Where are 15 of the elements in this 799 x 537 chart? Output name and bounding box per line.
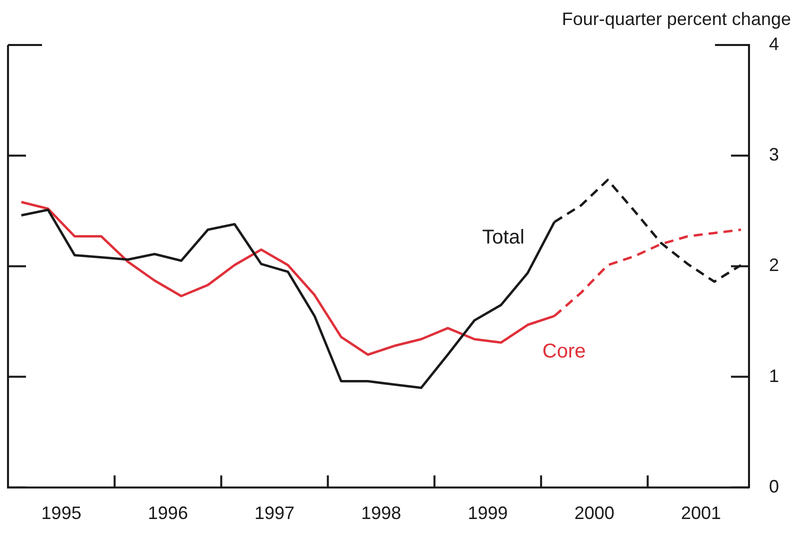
series-label: Core xyxy=(542,340,586,362)
y-tick-label: 3 xyxy=(768,144,780,165)
x-tick-label: 1999 xyxy=(468,503,508,524)
x-tick-label: 1996 xyxy=(148,503,188,524)
x-tick-label: 2000 xyxy=(574,503,614,524)
y-axis-title: Four-quarter percent change xyxy=(562,8,791,29)
y-tick-label: 4 xyxy=(768,34,780,54)
y-tick-label: 1 xyxy=(768,366,780,386)
x-tick-label: 1997 xyxy=(254,503,295,524)
x-tick-label: 2001 xyxy=(680,503,722,524)
x-tick-label: 1995 xyxy=(41,503,82,524)
y-tick-label: 0 xyxy=(768,476,780,496)
y-tick-label: 2 xyxy=(768,255,780,276)
x-tick-label: 1998 xyxy=(361,503,402,524)
series-label: Total xyxy=(482,226,524,248)
